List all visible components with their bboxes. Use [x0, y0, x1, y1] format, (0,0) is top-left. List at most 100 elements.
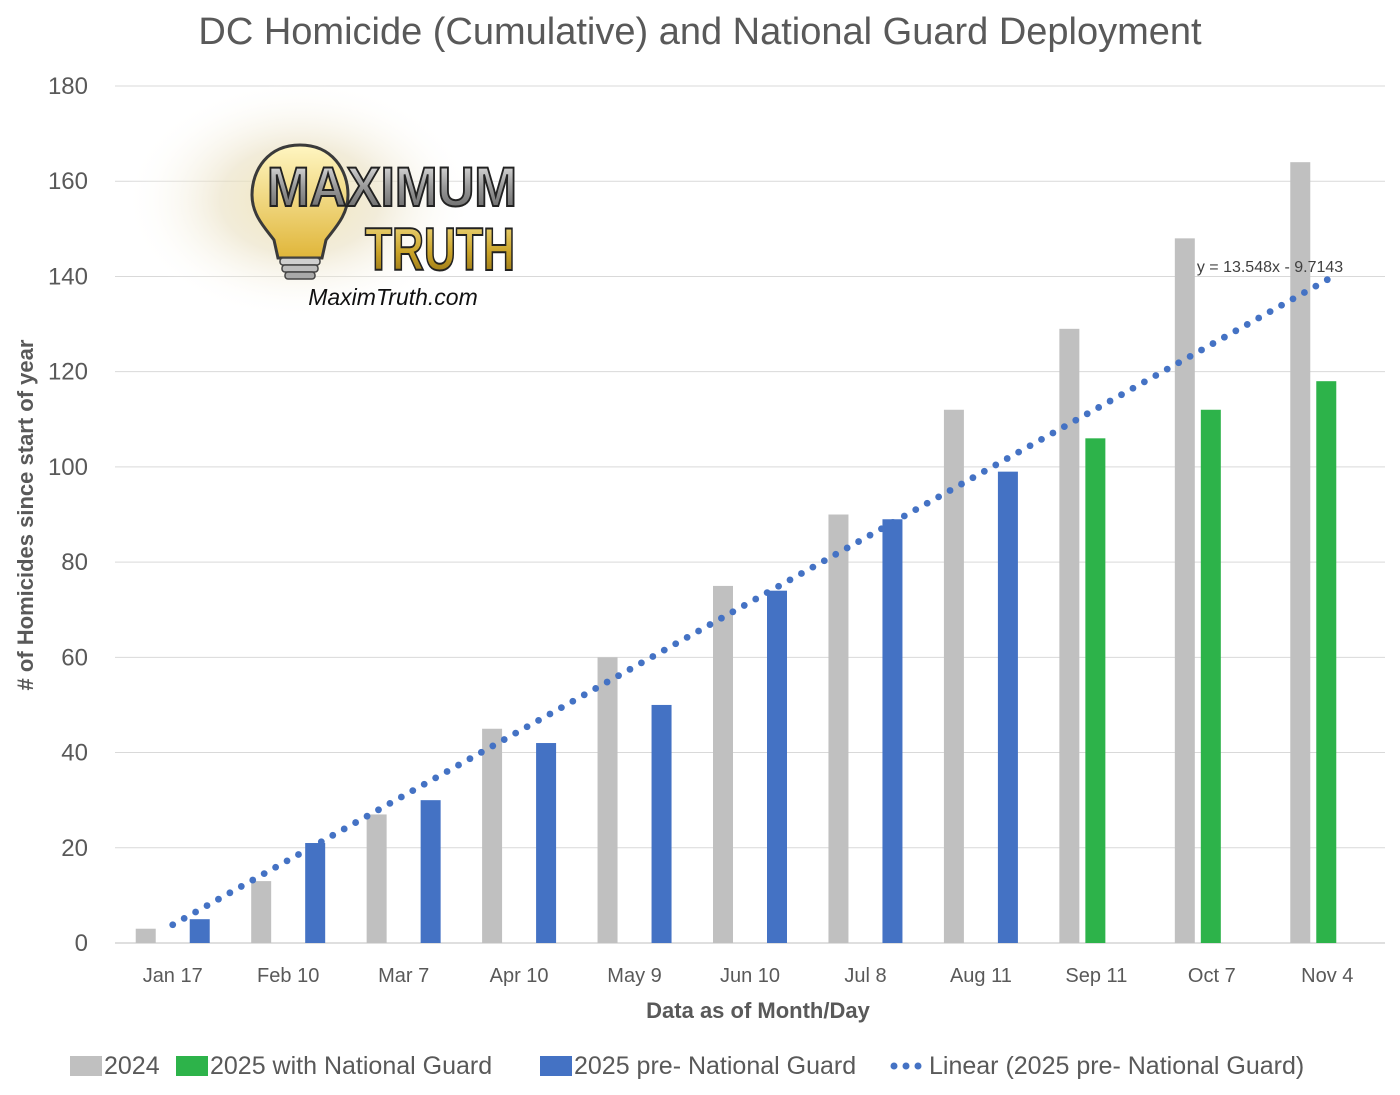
trendline-dot [272, 863, 280, 871]
trendline-dot [192, 908, 199, 916]
logo-line2: TRUTH [365, 216, 515, 283]
bar-2025-national-guard [1316, 381, 1337, 943]
trendline-dot [557, 704, 565, 712]
bar-2025-pre-national-guard [189, 919, 210, 943]
bar-2024 [597, 657, 618, 943]
trendline-dot [1003, 455, 1011, 462]
trendline-dot [329, 831, 337, 839]
trendline-dot [1038, 435, 1045, 443]
trendline-dot [923, 499, 931, 507]
trendline-dot [1095, 404, 1103, 411]
logo-line1: MAXIMUM [267, 155, 517, 218]
trendline-dot [180, 914, 188, 922]
bar-2024 [366, 814, 387, 943]
trendline-dot [660, 646, 668, 654]
bar-2024 [1174, 238, 1195, 943]
bar-2024 [828, 514, 849, 943]
bar-2025-pre-national-guard [882, 519, 903, 943]
legend-trendline-dots [890, 1062, 922, 1070]
trendline-dot [546, 710, 554, 718]
trendline-dot [638, 659, 645, 667]
trendline-dot [249, 876, 257, 884]
trendline-dot [878, 525, 885, 533]
trendline-dot [397, 793, 405, 801]
trendline-dot [1323, 276, 1331, 284]
trendline-dot [946, 487, 954, 494]
trendline-dot [912, 506, 920, 514]
trendline-dot [1232, 327, 1240, 335]
y-tick-label: 160 [48, 168, 88, 195]
bar-2024 [713, 585, 733, 943]
trendline-dot [477, 748, 485, 756]
trendline-dot [215, 895, 222, 903]
x-tick-label: Aug 11 [950, 965, 1012, 987]
trendline-dot [306, 844, 314, 852]
trendline-dot [855, 538, 862, 545]
trendline-dot [237, 883, 245, 890]
y-tick-label: 180 [48, 73, 88, 100]
legend: 2024 2025 with National Guard 2025 pre- … [70, 1052, 1304, 1080]
trendline-dot [580, 691, 588, 699]
trendline-dot [980, 467, 988, 475]
trendline-dot [1049, 429, 1057, 437]
bar-2024 [1059, 328, 1080, 944]
lightbulb-icon [250, 143, 350, 280]
legend-label-trendline: Linear (2025 pre- National Guard) [929, 1052, 1304, 1080]
trendline-dot [352, 819, 360, 826]
trendline-dot [820, 557, 828, 565]
trendline-dot [1152, 372, 1160, 379]
maximum-truth-logo: MAXIMUM TRUTH MaximTruth.com [125, 80, 518, 320]
trendline-dot [1175, 359, 1183, 367]
trendline-dot [420, 780, 428, 788]
x-tick-label: Apr 10 [490, 965, 549, 987]
trendline-dot [798, 570, 805, 577]
legend-swatch-national-guard [176, 1056, 208, 1076]
trendline-dot [1209, 340, 1217, 347]
trendline-dot [443, 768, 451, 775]
trendline-dot [363, 812, 371, 820]
trendline-dot [1140, 378, 1148, 386]
gridlines [115, 85, 1385, 944]
trendline-dot [763, 589, 771, 597]
trendline-dot [489, 742, 497, 750]
bar-2025-pre-national-guard [420, 800, 441, 943]
y-tick-label: 80 [61, 549, 88, 576]
trendline-dot [992, 461, 1000, 469]
trendline-dot [866, 531, 874, 539]
trendline-dot [1163, 365, 1171, 373]
trendline-dot [386, 800, 394, 807]
trendline-dot [740, 602, 748, 609]
trendline-dot [1289, 295, 1297, 303]
trendline-dot [1243, 321, 1251, 328]
bar-2024 [1290, 162, 1311, 943]
trendline-dot [1198, 346, 1205, 354]
trendline-dot [1266, 308, 1274, 316]
trendline-dot [1186, 352, 1194, 360]
trendline-dot [169, 921, 177, 929]
trendline-dot [1301, 289, 1308, 296]
trendline-dot [603, 678, 611, 686]
trendline-dot [260, 870, 268, 878]
trendline-dot [295, 851, 302, 858]
trendline-dot [500, 736, 508, 743]
bar-2025-pre-national-guard [767, 590, 787, 943]
trendline-dot [1278, 301, 1285, 309]
trendline-dot [535, 716, 542, 724]
y-tick-label: 140 [48, 263, 88, 290]
trendline-dot [226, 889, 234, 897]
x-axis-label: Data as of Month/Day [646, 998, 870, 1023]
bar-2025-national-guard [1085, 438, 1106, 943]
trendline-dot [466, 755, 474, 763]
trendline-dot [1060, 423, 1068, 431]
bar-2025-pre-national-guard [305, 843, 326, 943]
trendline-dot [718, 614, 725, 622]
trendline-dot [203, 902, 211, 909]
trendline-dot [1129, 384, 1137, 392]
logo-website: MaximTruth.com [308, 284, 478, 310]
trendline-dot [1220, 333, 1228, 341]
trendline-dot [775, 582, 782, 590]
bar-2024 [943, 409, 964, 943]
trendline-dot [615, 672, 622, 680]
x-tick-label: Jul 8 [844, 965, 886, 987]
x-tick-label: Feb 10 [257, 965, 319, 987]
